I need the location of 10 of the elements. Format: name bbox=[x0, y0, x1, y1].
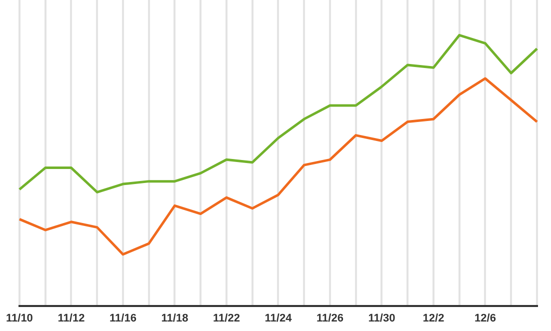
x-tick-label: 11/24 bbox=[264, 312, 293, 324]
x-tick-label: 11/22 bbox=[213, 312, 240, 324]
x-tick-label: 11/16 bbox=[110, 312, 136, 324]
x-tick-label: 11/26 bbox=[316, 312, 344, 324]
x-tick-label: 11/12 bbox=[58, 312, 85, 324]
x-tick-label: 11/30 bbox=[368, 312, 396, 324]
x-tick-label: 11/10 bbox=[6, 312, 33, 324]
x-tick-label: 12/6 bbox=[474, 312, 496, 324]
x-tick-label: 11/18 bbox=[161, 312, 188, 324]
x-tick-label: 12/2 bbox=[422, 312, 444, 324]
